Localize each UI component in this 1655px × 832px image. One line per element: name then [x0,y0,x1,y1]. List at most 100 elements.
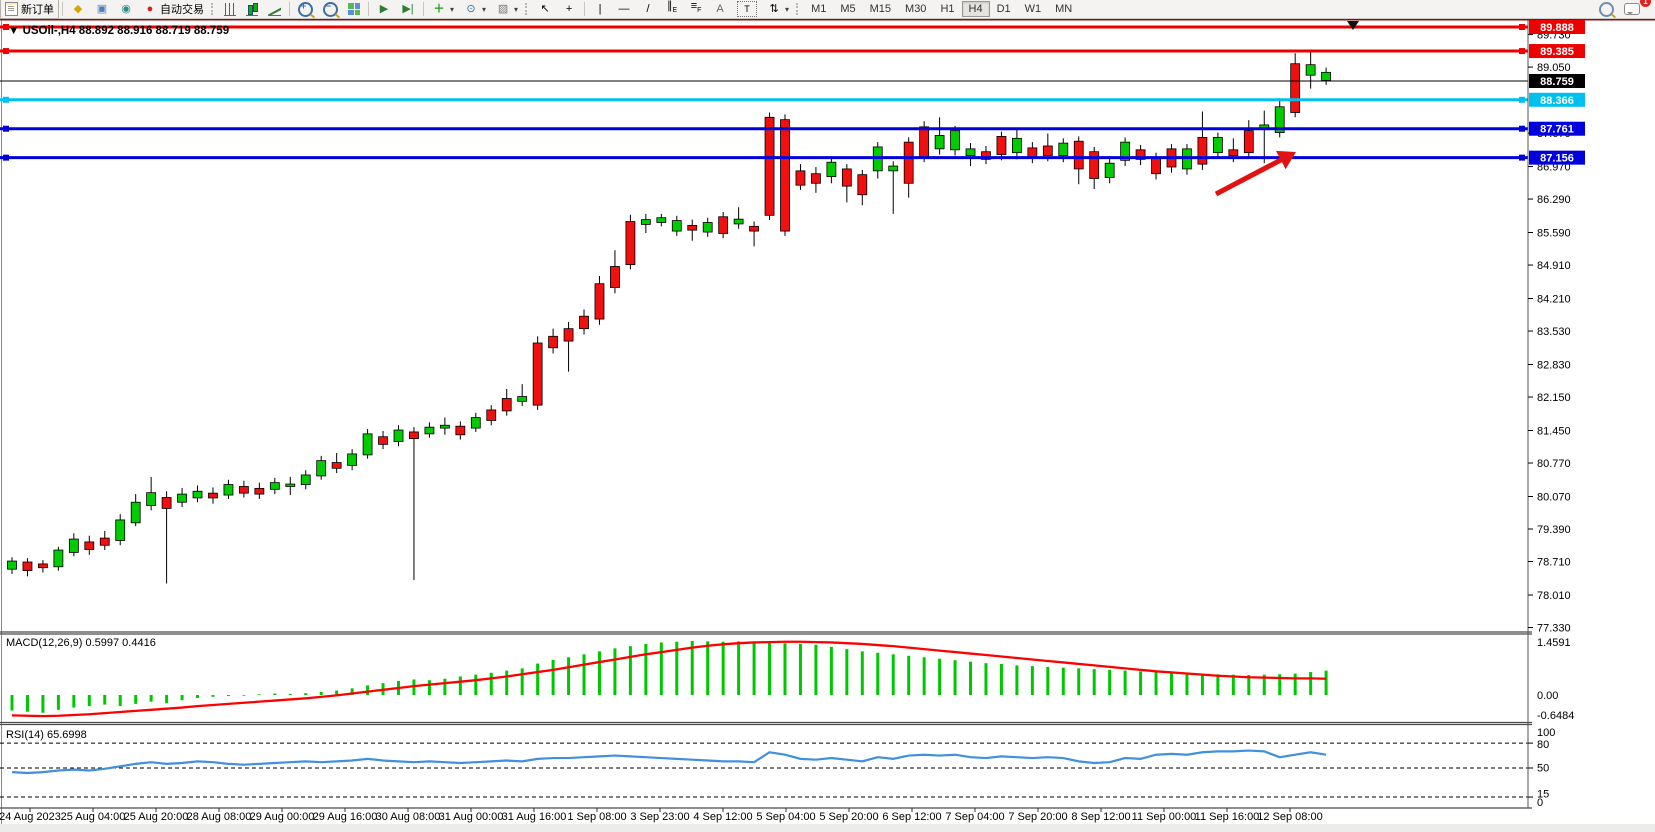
bottom-strip [0,824,1655,832]
chart-shift-marker[interactable] [1347,21,1359,30]
step-end-button[interactable]: ▶| [396,0,420,18]
step-forward-icon: ▶ [379,3,389,15]
timeframe-m30[interactable]: M30 [898,1,933,17]
date-tick: 31 Aug 00:00 [439,811,504,823]
tile-windows-button[interactable] [343,1,365,17]
date-tick: 11 Sep 16:00 [1195,811,1260,823]
separator [423,2,424,16]
deposit-button[interactable]: ◆ [66,0,90,18]
unread-count-badge: 1 [1640,0,1651,7]
fibonacci-button[interactable]: ≡F [684,0,708,21]
price-tick: 80.070 [1537,491,1571,503]
price-tick: 89.050 [1537,62,1571,74]
line-chart-icon [268,3,281,16]
autotrading-button[interactable]: ● 自动交易 [138,0,209,19]
date-tick: 30 Aug 08:00 [376,811,441,823]
zoom-in-button[interactable]: + [293,0,318,19]
date-tick: 28 Aug 08:00 [187,811,252,823]
arrow-annotation-head[interactable] [1276,150,1296,170]
new-order-icon [5,2,18,16]
crosshair-button[interactable]: + [557,0,581,18]
channel-button[interactable]: ∥E [660,0,684,21]
templates-button[interactable]: ▨ ▾ [491,0,523,18]
svg-text:88.366: 88.366 [1540,95,1574,107]
text-label-button[interactable]: T [732,0,762,19]
chevron-down-icon: ▾ [785,4,790,14]
rsi-axis-label: 0 [1537,797,1543,809]
horizontal-line-icon: — [618,3,630,15]
fibonacci-icon: ≡F [690,0,702,15]
date-tick: 7 Sep 04:00 [945,811,1004,823]
macd-signal-line [11,640,1327,718]
macd-axis-label: -0.6484 [1537,710,1574,722]
vertical-line-icon: | [598,3,602,15]
date-tick: 29 Aug 16:00 [313,811,378,823]
macd-label: MACD(12,26,9) 0.5997 0.4416 [6,637,156,649]
timeframe-d1[interactable]: D1 [990,1,1018,17]
separator [289,2,290,16]
trendline-icon: / [646,3,650,15]
price-tick: 79.390 [1537,524,1571,536]
candlestick-button[interactable] [241,1,263,18]
cursor-button[interactable]: ↖ [533,0,557,18]
line-chart-button[interactable] [263,1,286,18]
notifications-button[interactable]: 1 [1619,0,1651,17]
timeframe-m1[interactable]: M1 [804,1,833,17]
price-tick: 78.710 [1537,557,1571,569]
symbol-ohlc-header: ▼ USOil-,H4 88.892 88.916 88.719 88.759 [8,25,229,37]
search-button[interactable] [1594,0,1619,19]
macd-axis-label: 1.4591 [1537,637,1571,649]
rsi-axis-label: 80 [1537,739,1549,751]
date-tick: 29 Aug 00:00 [250,811,315,823]
chevron-down-icon: ▾ [514,4,519,14]
candles-layer [7,51,1331,584]
trendline-button[interactable]: / [636,0,660,18]
toolbar-grip [525,3,531,15]
macd-pane: MACD(12,26,9) 0.5997 0.4416 [6,637,1328,718]
timeframe-mn[interactable]: MN [1048,1,1079,17]
chevron-down-icon: ▾ [450,4,455,14]
arrow-annotation[interactable] [1214,154,1289,197]
signals-button[interactable]: ◉ [114,0,138,18]
new-order-button[interactable]: 新订单 [0,0,59,19]
new-order-label: 新订单 [21,4,54,16]
text-button[interactable]: A [708,0,732,18]
date-tick: 4 Sep 12:00 [693,811,752,823]
price-badge-88.759 [1529,73,1585,88]
svg-text:89.888: 89.888 [1540,22,1574,34]
timeframe-h4[interactable]: H4 [961,1,990,17]
timeframe-h1[interactable]: H1 [933,1,961,17]
price-tick: 83.530 [1537,326,1571,338]
crosshair-icon: + [565,3,573,15]
price-tick: 84.910 [1537,260,1571,272]
rsi-pane: RSI(14) 65.6998 [0,729,1528,798]
accounts-icon: ▣ [96,3,108,15]
arrows-button[interactable]: ⇅ ▾ [762,0,794,18]
chevron-down-icon: ▾ [482,4,487,14]
zoom-out-button[interactable]: − [318,0,343,19]
period-button[interactable]: ⊙ ▾ [459,0,491,18]
date-tick: 31 Aug 16:00 [502,811,567,823]
date-tick: 11 Sep 00:00 [1132,811,1197,823]
step-end-icon: ▶| [402,3,414,15]
horizontal-line-button[interactable]: — [612,0,636,18]
timeframe-m5[interactable]: M5 [833,1,862,17]
date-tick: 3 Sep 23:00 [630,811,689,823]
zoom-in-icon: + [298,1,313,17]
chart-background [0,18,1655,824]
toolbar: 新订单 ◆ ▣ ◉ ● 自动交易 + − ▶ ▶| ＋ ▾ [0,0,1655,19]
timeframe-w1[interactable]: W1 [1018,1,1049,17]
vertical-line-button[interactable]: | [588,0,612,18]
price-tick: 86.290 [1537,194,1571,206]
timeframe-m15[interactable]: M15 [863,1,898,17]
add-indicator-button[interactable]: ＋ ▾ [427,0,459,18]
bar-chart-button[interactable] [219,1,241,18]
accounts-button[interactable]: ▣ [90,0,114,18]
step-forward-button[interactable]: ▶ [372,0,396,18]
tile-windows-icon [348,3,360,15]
price-tick: 78.010 [1537,590,1571,602]
date-tick: 5 Sep 20:00 [819,811,878,823]
equidistant-channel-icon: ∥E [666,0,678,15]
